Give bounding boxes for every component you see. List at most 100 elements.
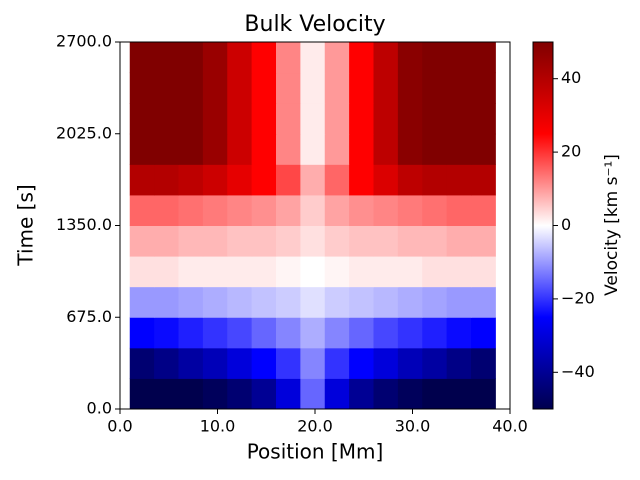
x-tick-label: 0.0 [107,417,132,436]
heatmap-cell [349,347,374,379]
heatmap-cell [422,133,448,165]
heatmap-cell [227,72,253,104]
heatmap-cell [129,256,155,288]
heatmap-cell [446,72,472,104]
heatmap-cell [446,103,472,135]
heatmap-cell [349,317,374,349]
heatmap-cell [324,194,350,226]
heatmap-cell [349,133,374,165]
heatmap-cell [178,378,204,410]
heatmap-cell [373,286,399,318]
heatmap-cell [276,347,301,379]
heatmap-cell [373,378,399,410]
heatmap-cell [324,72,350,104]
heatmap-cell [471,42,496,74]
heatmap-cell [397,72,423,104]
heatmap-cell [471,133,496,165]
heatmap-cell [397,286,423,318]
heatmap-cell [397,256,423,288]
heatmap-cell [129,72,155,104]
heatmap-cell [178,347,204,379]
heatmap-cell [276,133,301,165]
heatmap-cell [276,256,301,288]
heatmap-cell [446,133,472,165]
heatmap-cell [349,378,374,410]
x-tick-label: 30.0 [395,417,431,436]
heatmap-cell [154,378,179,410]
heatmap-cell [373,256,399,288]
heatmap-cell [129,225,155,257]
heatmap-cell [300,72,326,104]
heatmap-cell [202,225,228,257]
heatmap-cell [227,103,253,135]
heatmap-cell [178,164,204,196]
heatmap-cell [154,72,179,104]
heatmap-cell [324,286,350,318]
heatmap-cell [349,103,374,135]
y-tick-label: 2700.0 [56,32,112,51]
heatmap-cell [471,347,496,379]
chart-title: Bulk Velocity [244,12,385,37]
heatmap-cell [373,72,399,104]
heatmap-cell [276,164,301,196]
x-tick-label: 40.0 [492,417,528,436]
heatmap-cell [202,72,228,104]
heatmap-cell [446,225,472,257]
heatmap-cell [276,378,301,410]
heatmap-cell [178,286,204,318]
heatmap-cell [446,164,472,196]
heatmap-cell [276,317,301,349]
heatmap-cell [154,42,179,74]
heatmap-cell [446,286,472,318]
heatmap-cell [349,194,374,226]
heatmap-cell [349,42,374,74]
heatmap-cell [202,317,228,349]
heatmap-cell [251,133,277,165]
heatmap-cell [276,72,301,104]
heatmap-cell [446,42,472,74]
heatmap-cell [397,347,423,379]
heatmap-cell [129,378,155,410]
heatmap [129,42,496,410]
heatmap-cell [154,164,179,196]
heatmap-cell [471,103,496,135]
heatmap-cell [202,164,228,196]
heatmap-cell [202,194,228,226]
heatmap-cell [129,42,155,74]
heatmap-cell [446,317,472,349]
heatmap-cell [178,317,204,349]
heatmap-cell [397,194,423,226]
heatmap-cell [227,194,253,226]
heatmap-cell [227,347,253,379]
heatmap-cell [446,256,472,288]
heatmap-cell [471,256,496,288]
heatmap-cell [300,225,326,257]
heatmap-cell [227,317,253,349]
heatmap-cell [373,164,399,196]
heatmap-cell [202,286,228,318]
heatmap-cell [471,286,496,318]
heatmap-cell [373,133,399,165]
colorbar-tick-label: −20 [561,288,595,307]
heatmap-cell [373,194,399,226]
heatmap-cell [154,256,179,288]
heatmap-cell [446,378,472,410]
x-tick-label: 20.0 [297,417,333,436]
heatmap-cell [397,42,423,74]
heatmap-cell [324,378,350,410]
heatmap-cell [446,194,472,226]
heatmap-cell [349,225,374,257]
heatmap-cell [202,378,228,410]
y-axis-label: Time [s] [14,184,38,266]
y-tick-label: 675.0 [66,307,112,326]
heatmap-cell [129,347,155,379]
heatmap-cell [324,347,350,379]
heatmap-cell [324,164,350,196]
heatmap-cell [178,133,204,165]
heatmap-cell [154,317,179,349]
y-tick-label: 0.0 [87,399,112,418]
x-axis-label: Position [Mm] [247,440,384,464]
heatmap-cell [422,317,448,349]
